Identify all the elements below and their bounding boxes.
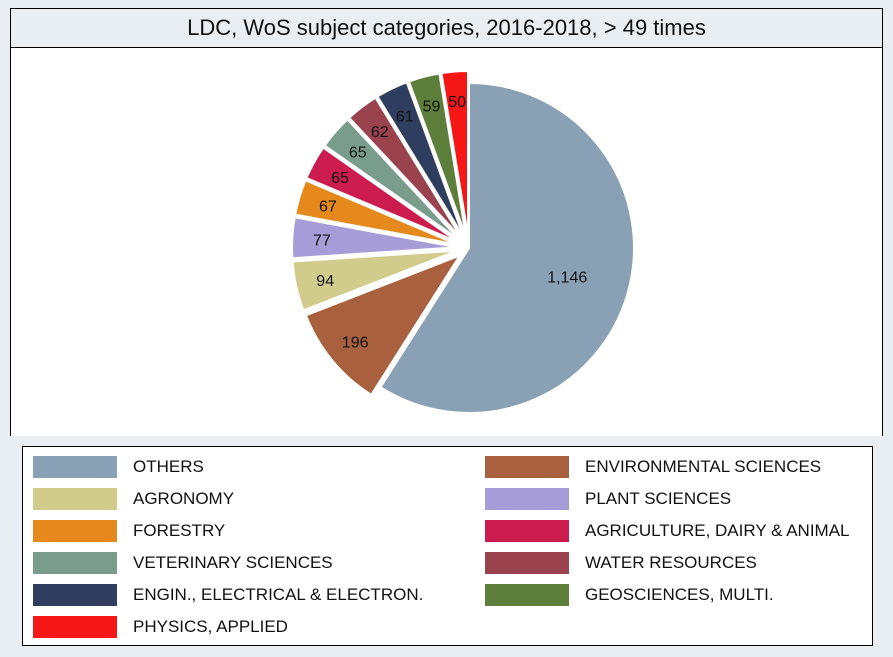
pie-slice [440,70,470,237]
pie-value-label: 59 [423,99,441,116]
pie-value-label: 50 [448,94,466,111]
legend-label: AGRONOMY [133,489,235,508]
legend-swatch [33,520,117,542]
legend-item: AGRONOMY [33,487,234,511]
legend-label: PHYSICS, APPLIED [133,617,288,636]
legend-swatch [485,488,569,510]
pie-value-label: 62 [371,124,389,141]
pie-value-label: 61 [396,108,414,125]
legend-item: PLANT SCIENCES [485,487,731,511]
legend-swatch [33,584,117,606]
pie-slice [291,216,458,260]
legend-swatch [485,552,569,574]
legend-label: GEOSCIENCES, MULTI. [585,585,774,604]
legend-item: WATER RESOURCES [485,551,757,575]
legend-swatch [33,552,117,574]
legend-item: GEOSCIENCES, MULTI. [485,583,774,607]
pie-slice [294,179,458,246]
legend-item: AGRICULTURE, DAIRY & ANIMAL [485,519,850,543]
legend-swatch [485,456,569,478]
plot-area: 1,146 196 94 77 67 65 65 62 61 59 50 [10,48,883,436]
pie-slice [323,118,461,241]
pie-value-label: 196 [342,334,369,351]
legend-swatch [33,488,117,510]
legend-item: VETERINARY SCIENCES [33,551,333,575]
legend-label: OTHERS [133,457,204,476]
chart-title: LDC, WoS subject categories, 2016-2018, … [10,8,883,48]
legend-swatch [33,616,117,638]
legend-swatch [33,456,117,478]
pie-value-label: 65 [331,170,349,187]
pie-value-label: 65 [349,144,367,161]
pie-slice [347,96,463,240]
pie-slice [376,81,465,238]
legend-label: WATER RESOURCES [585,553,757,572]
legend-item: FORESTRY [33,519,225,543]
chart-legend: OTHERS ENVIRONMENTAL SCIENCES AGRONOMY PLAN… [22,446,873,646]
legend-label: VETERINARY SCIENCES [133,553,333,572]
legend-swatch [485,584,569,606]
pie-slice [407,72,467,237]
legend-item: OTHERS [33,455,204,479]
legend-label: ENVIRONMENTAL SCIENCES [585,457,822,476]
pie-slice [305,146,460,244]
legend-item: PHYSICS, APPLIED [33,615,288,639]
legend-label: FORESTRY [133,521,226,540]
legend-item: ENGIN., ELECTRICAL & ELECTRON. [33,583,423,607]
legend-label: ENGIN., ELECTRICAL & ELECTRON. [133,585,424,604]
pie-value-label: 94 [316,273,334,290]
legend-label: PLANT SCIENCES [585,489,732,508]
pie-slice [291,249,458,312]
legend-swatch [485,520,569,542]
pie-value-label: 67 [319,199,337,216]
legend-item: ENVIRONMENTAL SCIENCES [485,455,821,479]
pie-value-label: 77 [313,232,331,249]
pie-slice [304,253,463,397]
pie-value-label: 1,146 [547,270,587,287]
pie-slice [379,81,635,414]
legend-label: AGRICULTURE, DAIRY & ANIMAL [585,521,850,540]
